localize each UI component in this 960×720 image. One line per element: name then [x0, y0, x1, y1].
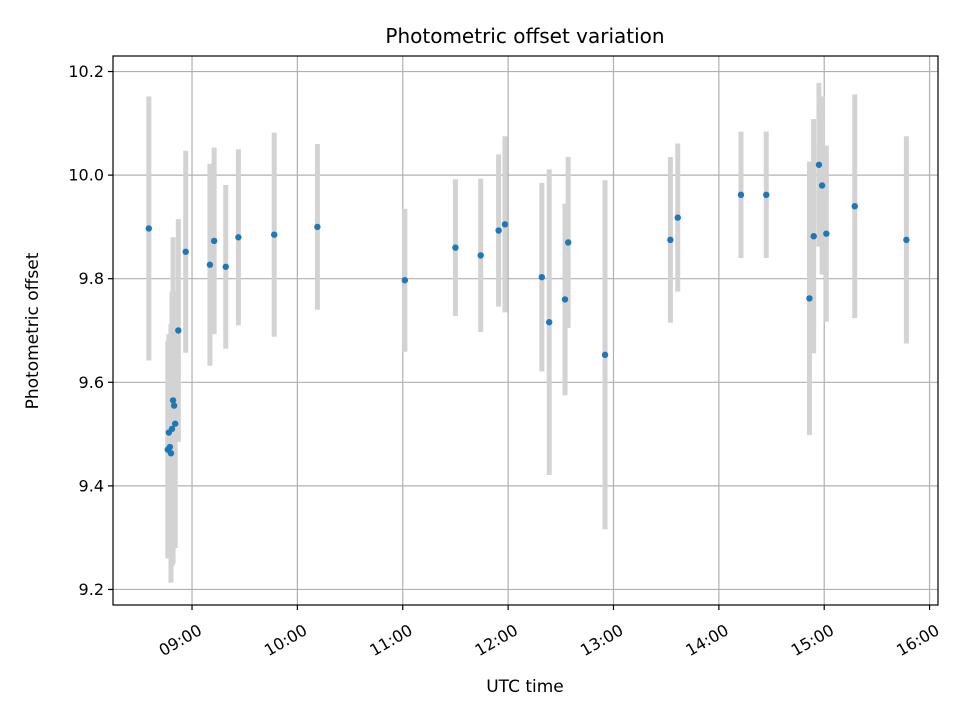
data-point	[401, 277, 409, 284]
data-point	[166, 443, 174, 451]
data-point	[501, 221, 509, 228]
data-point	[210, 237, 218, 245]
data-point	[222, 263, 229, 270]
data-point	[806, 295, 813, 302]
data-point	[561, 296, 569, 303]
y-axis-label: Photometric offset	[23, 252, 43, 409]
data-point	[235, 234, 242, 241]
data-point	[903, 236, 910, 244]
data-point	[601, 351, 609, 359]
data-points	[145, 161, 910, 457]
data-point	[452, 244, 459, 251]
y-tick-label: 10.2	[68, 62, 104, 81]
y-tick-label: 9.4	[79, 476, 104, 495]
data-point	[823, 230, 830, 237]
data-point	[495, 227, 502, 234]
data-point	[546, 319, 553, 326]
x-axis-label: UTC time	[486, 677, 564, 697]
data-point	[145, 225, 153, 232]
data-point	[182, 248, 189, 255]
data-point	[815, 161, 823, 168]
data-point	[763, 191, 770, 199]
data-point	[667, 236, 674, 244]
y-tick-label: 9.6	[79, 373, 104, 392]
plot-frame	[112, 55, 939, 606]
chart-title: Photometric offset variation	[385, 24, 664, 48]
data-point	[851, 202, 858, 210]
data-point	[477, 252, 484, 259]
data-point	[169, 397, 177, 404]
data-point	[167, 450, 175, 457]
data-point	[168, 425, 176, 433]
data-point	[564, 239, 572, 246]
y-axis: 9.2 9.4 9.6 9.8 10.0 10.2	[68, 62, 113, 599]
data-point	[271, 231, 278, 238]
data-point	[674, 214, 681, 221]
data-point	[818, 182, 826, 189]
data-point	[314, 223, 321, 231]
data-point	[206, 261, 214, 268]
data-point	[170, 402, 178, 409]
data-point	[171, 420, 179, 427]
data-point	[175, 327, 182, 334]
data-point	[538, 273, 546, 281]
y-tick-label: 10.0	[68, 166, 104, 185]
grid	[113, 56, 938, 605]
data-point	[737, 191, 745, 199]
y-tick-label: 9.8	[79, 269, 104, 288]
y-tick-label: 9.2	[79, 580, 104, 599]
data-point	[810, 233, 817, 240]
